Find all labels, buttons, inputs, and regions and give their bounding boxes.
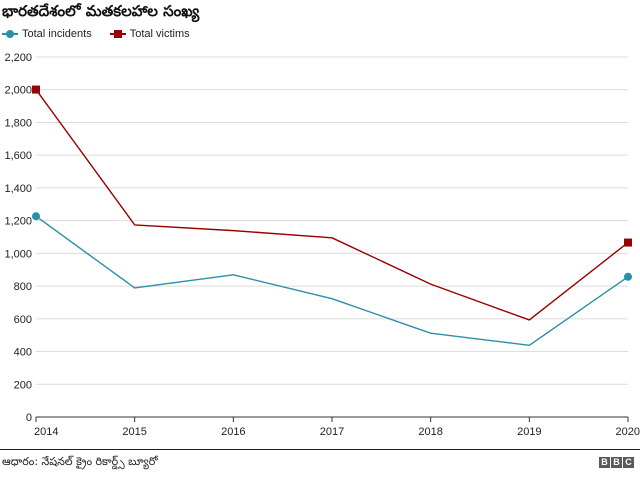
bbc-logo-letter: B xyxy=(611,457,622,468)
y-tick-label: 200 xyxy=(14,379,32,391)
data-point-incidents[interactable] xyxy=(32,212,40,221)
gridlines xyxy=(36,56,628,418)
legend-item-victims[interactable]: Total victims xyxy=(109,28,190,40)
x-tick-label: 2018 xyxy=(418,426,442,438)
legend-item-incidents[interactable]: Total incidents xyxy=(2,28,92,40)
data-point-victims[interactable] xyxy=(624,238,632,247)
y-axis-ticks: 0 200 400 600 800 1,000 1,200 1,400 1,600 1,800 2,… xyxy=(4,52,32,424)
source-note: ఆధారం: నేషనల్ క్రైం రికార్డ్స్ బ్యూరో xyxy=(2,455,158,468)
y-tick-label: 400 xyxy=(14,347,32,359)
legend-label-victims: Total victims xyxy=(129,28,190,40)
data-point-incidents[interactable] xyxy=(624,272,632,281)
x-tick-label: 2020 xyxy=(616,426,640,438)
bbc-logo: B B C xyxy=(598,457,634,468)
square-marker-icon xyxy=(109,29,126,39)
x-tick-label: 2016 xyxy=(221,426,245,438)
line-chart: 0 200 400 600 800 1,000 1,200 1,400 1,600 1,800 2,… xyxy=(4,52,640,438)
data-point-victims[interactable] xyxy=(32,85,40,94)
x-axis-ticks: 2014 2015 2016 2017 2018 2019 2020 xyxy=(34,417,640,438)
circle-marker-icon xyxy=(2,29,18,39)
bbc-logo-letter: B xyxy=(599,457,610,468)
y-tick-label: 2,000 xyxy=(4,85,32,97)
x-tick-label: 2015 xyxy=(122,426,146,438)
legend-label-incidents: Total incidents xyxy=(22,28,92,40)
y-tick-label: 0 xyxy=(26,412,32,424)
x-tick-label: 2014 xyxy=(34,426,58,438)
bbc-logo-letter: C xyxy=(623,457,634,468)
x-tick-label: 2019 xyxy=(517,426,541,438)
chart-title: భారతదేశంలో మతకలహాల సంఖ్య xyxy=(2,2,200,20)
y-tick-label: 2,200 xyxy=(4,52,32,64)
y-tick-label: 1,200 xyxy=(4,216,32,228)
footer-divider xyxy=(0,449,640,450)
series-line-victims xyxy=(35,89,629,321)
y-tick-label: 800 xyxy=(14,281,32,293)
chart-series xyxy=(32,85,632,347)
series-line-incidents xyxy=(35,215,629,347)
chart-legend: Total incidents Total victims xyxy=(2,28,208,40)
y-tick-label: 600 xyxy=(14,314,32,326)
y-tick-label: 1,400 xyxy=(4,183,32,195)
y-tick-label: 1,000 xyxy=(4,248,32,260)
x-tick-label: 2017 xyxy=(320,426,344,438)
y-tick-label: 1,800 xyxy=(4,117,32,129)
y-tick-label: 1,600 xyxy=(4,150,32,162)
